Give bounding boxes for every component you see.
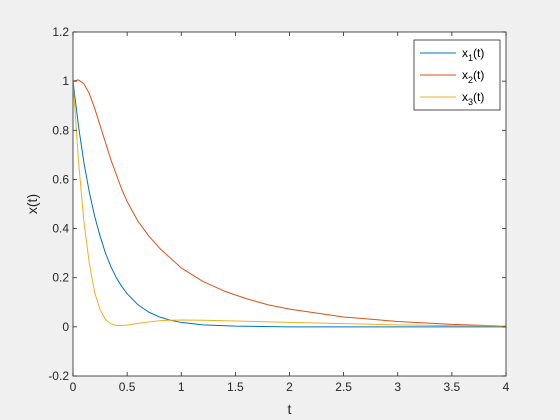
y-tick-label: 0: [62, 320, 69, 334]
ticks-group: 0 0.5 1 1.5 2 2.5 3 3.5 4-0.200.20.40.60.811.2: [48, 25, 509, 394]
x-tick-label: 4: [503, 380, 510, 394]
x-tick-label: 3.5: [444, 380, 461, 394]
series-line-3: [73, 81, 506, 327]
x-tick-label: 2.5: [335, 380, 352, 394]
x-tick-label: 0: [70, 380, 77, 394]
x-tick-label: 2: [286, 380, 293, 394]
series-group: [73, 79, 506, 328]
legend-entry-2: x2(t): [462, 68, 484, 85]
legend-entry-3: x3(t): [462, 90, 484, 107]
x-tick-label: 1: [178, 380, 185, 394]
x-tick-label: 1.5: [227, 380, 244, 394]
y-tick-label: 1.2: [52, 25, 69, 39]
y-tick-label: 1: [62, 74, 69, 88]
y-tick-label: 0.4: [52, 222, 69, 236]
legend: x1(t) x2(t) x3(t): [413, 39, 501, 111]
series-line-1: [73, 81, 506, 328]
legend-entry-1: x1(t): [462, 46, 484, 63]
y-tick-label: -0.2: [48, 369, 69, 383]
y-tick-label: 0.6: [52, 172, 69, 186]
y-axis-label: x(t): [24, 194, 40, 214]
y-tick-label: 0.8: [52, 123, 69, 137]
x-axis-label: t: [288, 401, 292, 417]
x-tick-label: 0.5: [119, 380, 136, 394]
series-line-2: [73, 79, 506, 327]
x-tick-label: 3: [394, 380, 401, 394]
y-tick-label: 0.2: [52, 271, 69, 285]
